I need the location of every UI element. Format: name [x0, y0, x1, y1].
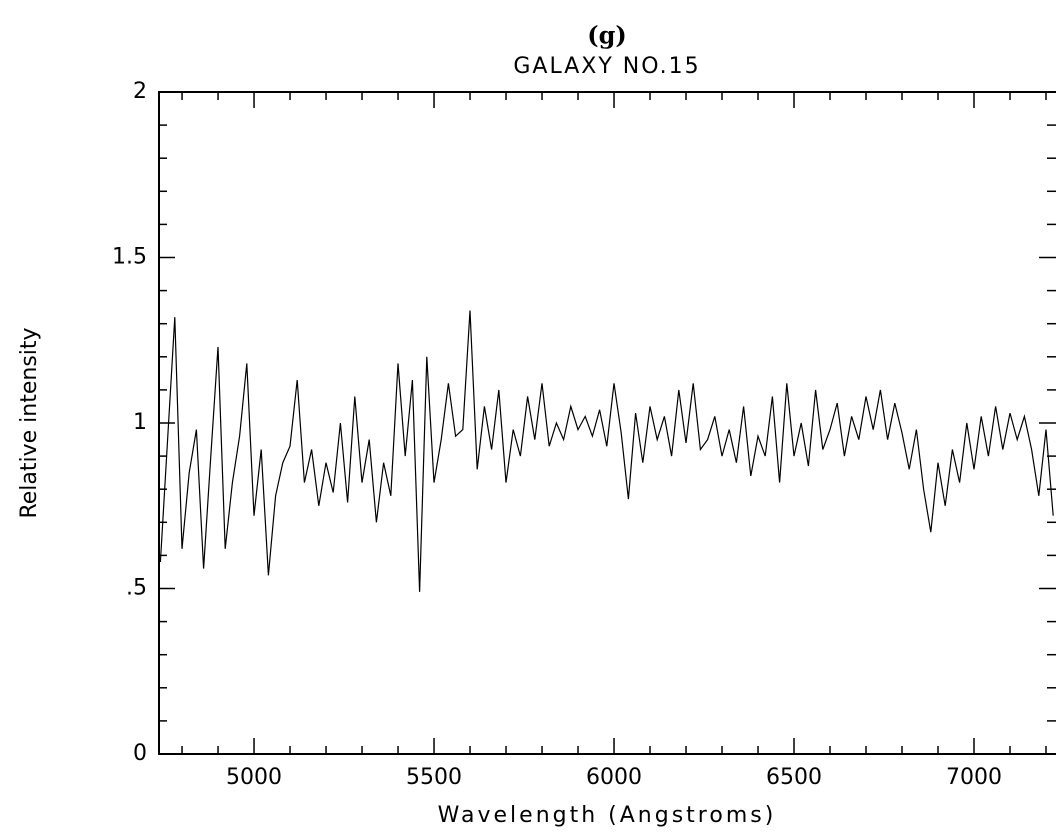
plot-frame — [158, 91, 1056, 755]
x-tick-label: 5500 — [406, 765, 462, 790]
x-tick-label: 6000 — [586, 765, 642, 790]
y-tick-label: 1 — [133, 410, 147, 435]
spectrum-line — [159, 310, 1054, 592]
x-tick-label: 6500 — [766, 765, 822, 790]
y-tick-label: 2 — [133, 79, 147, 104]
x-tick-label: 7000 — [946, 765, 1002, 790]
panel-label: (g) — [587, 21, 627, 50]
y-tick-label: 1.5 — [112, 245, 147, 270]
y-tick-label: 0 — [133, 741, 147, 766]
chart-title: GALAXY NO.15 — [513, 54, 700, 79]
y-axis-label: Relative intensity — [17, 327, 42, 518]
x-axis-label: Wavelength (Angstroms) — [438, 803, 777, 828]
x-tick-label: 5000 — [226, 765, 282, 790]
y-tick-label: .5 — [126, 576, 147, 601]
